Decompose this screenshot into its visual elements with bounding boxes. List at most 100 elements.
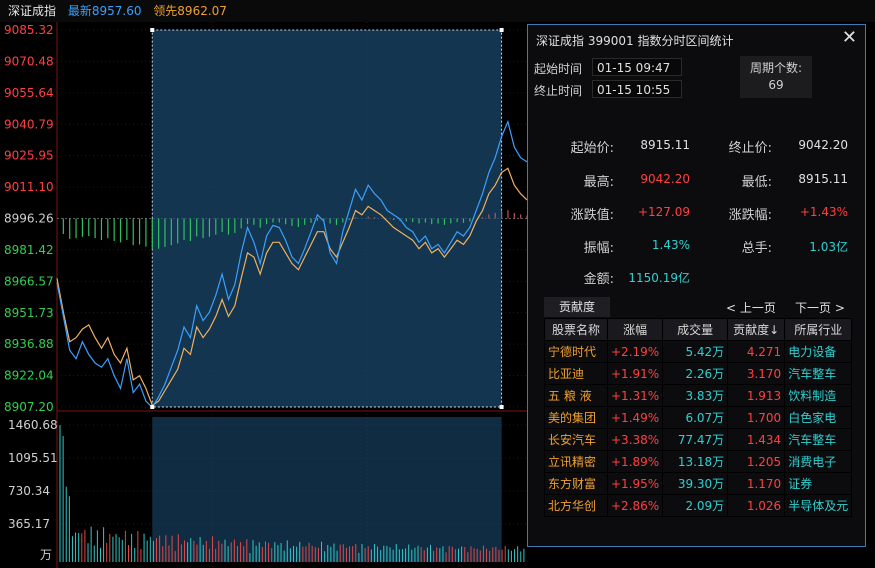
lead-price: 领先8962.07 bbox=[153, 4, 227, 18]
table-row[interactable]: 宁德时代 +2.19% 5.42万 4.271 电力设备 bbox=[544, 340, 853, 363]
amount-label: 金额: bbox=[583, 272, 614, 287]
volume-tick-label: 730.34 bbox=[8, 484, 50, 498]
price-tick-label: 8996.26 bbox=[4, 212, 54, 226]
panel-title: 深证成指 399001 指数分时区间统计 bbox=[536, 34, 734, 48]
cell-stock-name: 五 粮 液 bbox=[544, 384, 608, 407]
cell-change-pct: +1.95% bbox=[606, 472, 664, 495]
cell-contribution: 3.170 bbox=[727, 362, 786, 385]
price-axis: 9085.32 9070.48 9055.64 9040.79 9025.95 9011.… bbox=[4, 23, 54, 414]
col-contribution[interactable]: 贡献度↓ bbox=[727, 318, 786, 341]
table-body: 宁德时代 +2.19% 5.42万 4.271 电力设备 比亚迪 +1.91% 2.26万 3.… bbox=[544, 340, 853, 517]
cell-industry: 证券 bbox=[784, 472, 853, 495]
period-count-label: 周期个数: bbox=[749, 61, 803, 75]
intraday-chart[interactable]: 9085.32 9070.48 9055.64 9040.79 9025.95 9011.… bbox=[0, 22, 527, 568]
range-handle[interactable] bbox=[150, 28, 155, 32]
price-tick-label: 8922.04 bbox=[4, 369, 54, 383]
table-row[interactable]: 北方华创 +2.86% 2.09万 1.026 半导体及元 bbox=[544, 494, 853, 517]
volume-tick-label: 1460.68 bbox=[8, 418, 58, 432]
cell-industry: 白色家电 bbox=[784, 406, 853, 429]
price-tick-label: 9025.95 bbox=[4, 149, 54, 163]
range-handle[interactable] bbox=[499, 28, 504, 32]
price-tick-label: 8951.73 bbox=[4, 306, 54, 320]
cell-volume: 3.83万 bbox=[662, 384, 729, 407]
cell-stock-name: 长安汽车 bbox=[544, 428, 608, 451]
col-industry[interactable]: 所属行业 bbox=[784, 318, 853, 341]
prev-page-button[interactable]: < 上一页 bbox=[726, 301, 776, 315]
range-handle[interactable] bbox=[499, 405, 504, 409]
price-tick-label: 9011.10 bbox=[4, 180, 54, 194]
table-header-row: 股票名称 涨幅 成交量 贡献度↓ 所属行业 bbox=[544, 318, 853, 341]
table-row[interactable]: 长安汽车 +3.38% 77.47万 1.434 汽车整车 bbox=[544, 428, 853, 451]
index-name: 深证成指 bbox=[8, 4, 57, 18]
next-page-button[interactable]: 下一页 > bbox=[795, 301, 845, 315]
close-icon[interactable]: ✕ bbox=[841, 27, 857, 48]
cell-industry: 电力设备 bbox=[784, 340, 853, 363]
cell-contribution: 1.434 bbox=[727, 428, 786, 451]
cell-contribution: 1.170 bbox=[727, 472, 786, 495]
col-stock-name[interactable]: 股票名称 bbox=[544, 318, 608, 341]
table-row[interactable]: 东方财富 +1.95% 39.30万 1.170 证券 bbox=[544, 472, 853, 495]
cell-stock-name: 立讯精密 bbox=[544, 450, 608, 473]
low-value: 8915.11 bbox=[798, 172, 848, 186]
cell-industry: 饮料制造 bbox=[784, 384, 853, 407]
cell-change-pct: +3.38% bbox=[606, 428, 664, 451]
cell-industry: 汽车整车 bbox=[784, 428, 853, 451]
cell-change-pct: +1.49% bbox=[606, 406, 664, 429]
amplitude-label: 振幅: bbox=[583, 241, 614, 256]
period-count-value: 69 bbox=[768, 78, 784, 92]
table-row[interactable]: 美的集团 +1.49% 6.07万 1.700 白色家电 bbox=[544, 406, 853, 429]
cell-industry: 汽车整车 bbox=[784, 362, 853, 385]
table-row[interactable]: 立讯精密 +1.89% 13.18万 1.205 消费电子 bbox=[544, 450, 853, 473]
cell-volume: 2.09万 bbox=[662, 494, 729, 517]
high-value: 9042.20 bbox=[640, 172, 690, 186]
cell-industry: 消费电子 bbox=[784, 450, 853, 473]
start-price-label: 起始价: bbox=[570, 141, 614, 156]
series-line bbox=[56, 119, 527, 409]
amount-value: 1150.19亿 bbox=[628, 271, 690, 285]
table-row[interactable]: 五 粮 液 +1.31% 3.83万 1.913 饮料制造 bbox=[544, 384, 853, 407]
high-label: 最高: bbox=[583, 175, 614, 190]
start-time-field[interactable]: 01-15 09:47 bbox=[592, 58, 682, 76]
cell-contribution: 1.026 bbox=[727, 494, 786, 517]
price-tick-label: 8981.42 bbox=[4, 243, 54, 257]
cell-change-pct: +1.89% bbox=[606, 450, 664, 473]
cell-stock-name: 比亚迪 bbox=[544, 362, 608, 385]
turnover-value: 1.03亿 bbox=[809, 240, 848, 254]
table-row[interactable]: 比亚迪 +1.91% 2.26万 3.170 汽车整车 bbox=[544, 362, 853, 385]
cell-contribution: 1.205 bbox=[727, 450, 786, 473]
end-price-label: 终止价: bbox=[728, 141, 772, 156]
volume-tick-label: 万 bbox=[40, 548, 52, 562]
cell-volume: 39.30万 bbox=[662, 472, 729, 495]
cell-change-pct: +1.31% bbox=[606, 384, 664, 407]
range-handle[interactable] bbox=[150, 405, 155, 409]
contribution-table: 股票名称 涨幅 成交量 贡献度↓ 所属行业 宁德时代 +2.19% 5.42万 4.2… bbox=[544, 318, 853, 517]
selected-range[interactable] bbox=[151, 29, 503, 408]
series-line bbox=[56, 167, 527, 407]
volume-tick-label: 1095.51 bbox=[8, 451, 58, 465]
cell-change-pct: +2.19% bbox=[606, 340, 664, 363]
volume-bars bbox=[59, 425, 525, 562]
col-change-pct[interactable]: 涨幅 bbox=[606, 318, 664, 341]
tab-contribution[interactable]: 贡献度 bbox=[544, 297, 610, 317]
price-tick-label: 9055.64 bbox=[4, 86, 54, 100]
cell-volume: 6.07万 bbox=[662, 406, 729, 429]
cell-volume: 2.26万 bbox=[662, 362, 729, 385]
interval-stats-panel: 深证成指 399001 指数分时区间统计 ✕ 起始时间 01-15 09:47 … bbox=[527, 24, 866, 547]
price-tick-label: 9085.32 bbox=[4, 23, 54, 37]
latest-price: 最新8957.60 bbox=[67, 4, 142, 18]
low-label: 最低: bbox=[741, 175, 772, 190]
col-volume[interactable]: 成交量 bbox=[662, 318, 729, 341]
end-time-field[interactable]: 01-15 10:55 bbox=[592, 80, 682, 98]
index-header: 深证成指 最新8957.60 领先8962.07 bbox=[0, 0, 875, 22]
price-lines bbox=[56, 119, 527, 409]
cell-industry: 半导体及元 bbox=[784, 494, 853, 517]
volume-tick-label: 365.17 bbox=[8, 517, 50, 531]
cell-volume: 5.42万 bbox=[662, 340, 729, 363]
turnover-label: 总手: bbox=[741, 241, 772, 256]
cell-change-pct: +2.86% bbox=[606, 494, 664, 517]
start-price-value: 8915.11 bbox=[640, 138, 690, 152]
cell-stock-name: 北方华创 bbox=[544, 494, 608, 517]
price-tick-label: 8907.20 bbox=[4, 400, 54, 414]
price-tick-label: 9070.48 bbox=[4, 54, 54, 68]
selected-range-volume bbox=[152, 417, 502, 562]
